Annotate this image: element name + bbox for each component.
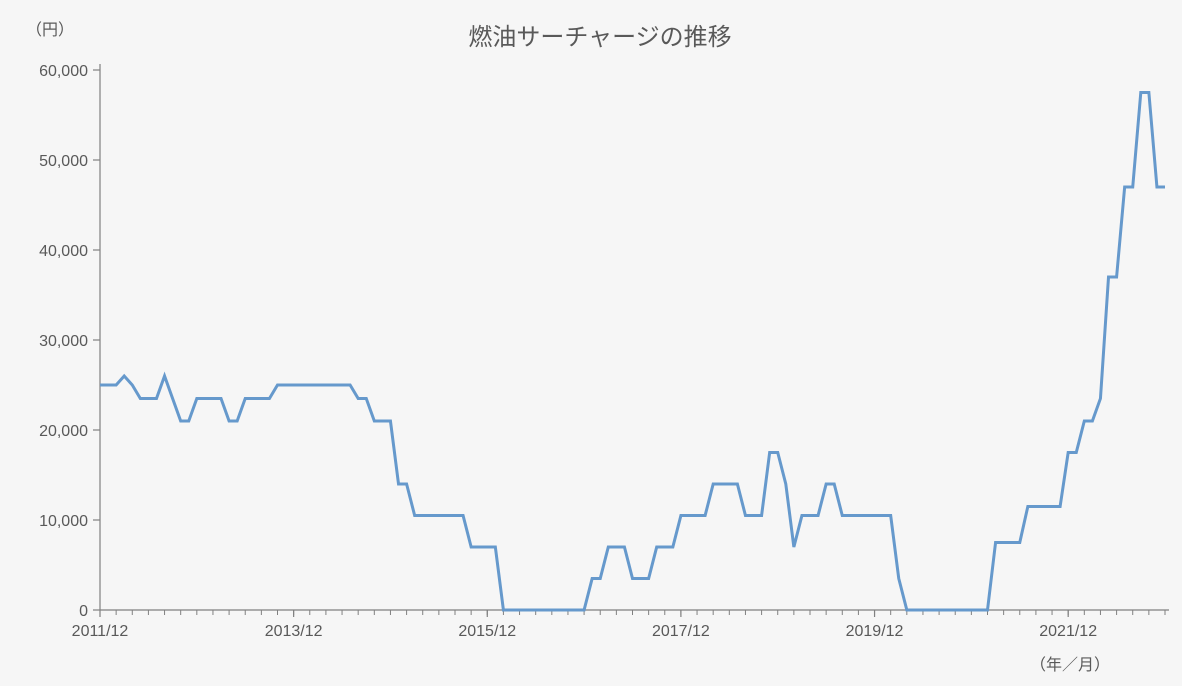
fuel-surcharge-chart: 燃油サーチャージの推移 （円） （年／月） 0 10,000 20,000 30,000 40…: [0, 0, 1182, 686]
y-tick-label: 10,000: [39, 513, 88, 530]
y-tick-label: 60,000: [39, 63, 88, 80]
x-axis-unit: （年／月）: [1030, 656, 1110, 674]
x-tick-label: 2017/12: [652, 623, 710, 640]
y-tick-label: 0: [79, 603, 88, 620]
x-tick-label: 2021/12: [1039, 623, 1097, 640]
y-axis-unit: （円）: [26, 21, 74, 39]
y-tick-label: 20,000: [39, 423, 88, 440]
y-tick-label: 30,000: [39, 333, 88, 350]
y-tick-label: 40,000: [39, 243, 88, 260]
chart-svg: 燃油サーチャージの推移 （円） （年／月） 0 10,000 20,000 30,000 40…: [0, 0, 1182, 686]
x-tick-label: 2019/12: [846, 623, 904, 640]
x-tick-label: 2015/12: [458, 623, 516, 640]
x-tick-label: 2013/12: [265, 623, 323, 640]
chart-title: 燃油サーチャージの推移: [468, 24, 731, 51]
x-tick-label: 2011/12: [72, 623, 129, 640]
y-tick-label: 50,000: [39, 153, 88, 170]
